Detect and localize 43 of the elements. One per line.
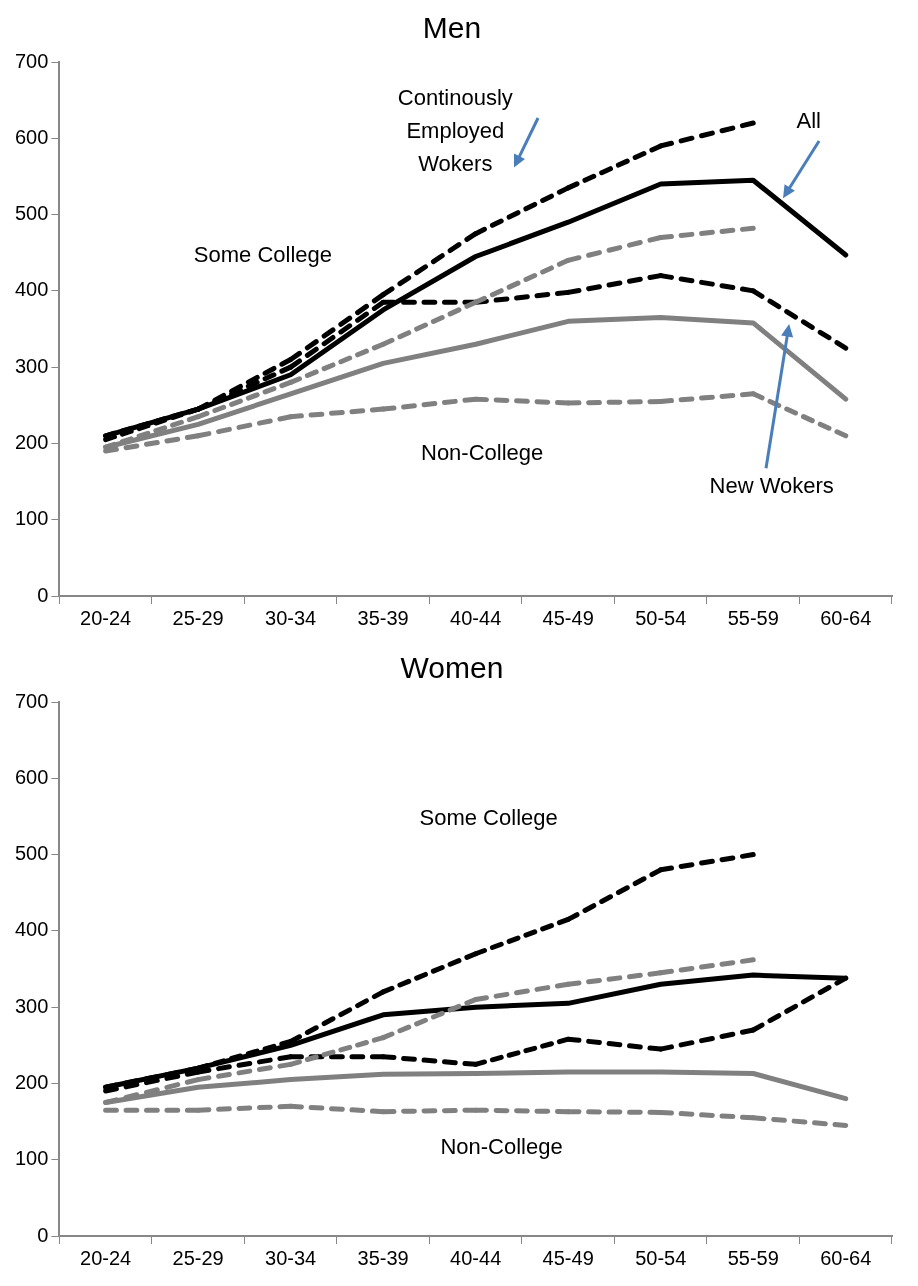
y-tick-label: 0 [37, 1223, 49, 1246]
y-tick-label: 700 [14, 689, 49, 712]
y-tick-label: 100 [14, 507, 49, 530]
x-tick-label: 40-44 [450, 606, 502, 629]
x-tick-label: 60-64 [820, 606, 872, 629]
x-tick-label: 25-29 [172, 606, 224, 629]
x-tick-label: 55-59 [727, 606, 779, 629]
y-tick-label: 600 [14, 125, 49, 148]
x-tick-label: 30-34 [265, 1246, 317, 1269]
x-tick-label: 25-29 [172, 1246, 224, 1269]
y-tick-label: 0 [37, 583, 49, 606]
x-tick-label: 40-44 [450, 1246, 502, 1269]
x-tick-label: 30-34 [265, 606, 317, 629]
y-tick-label: 200 [14, 430, 49, 453]
x-tick-label: 35-39 [357, 1246, 409, 1269]
y-tick-label: 100 [14, 1147, 49, 1170]
y-tick-label: 700 [14, 49, 49, 72]
x-tick-label: 45-49 [542, 1246, 594, 1269]
annotation: Non-College [439, 1132, 564, 1161]
x-tick-label: 35-39 [357, 606, 409, 629]
y-tick-label: 400 [14, 918, 49, 941]
y-tick-label: 200 [14, 1070, 49, 1093]
y-tick-label: 600 [14, 765, 49, 788]
x-tick-label: 20-24 [80, 1246, 132, 1269]
annotation: Non-College [420, 438, 545, 467]
x-tick-label: 45-49 [542, 606, 594, 629]
annotation: Some College [192, 240, 333, 269]
chart-title: Women [400, 651, 504, 685]
y-tick-label: 500 [14, 202, 49, 225]
x-tick-label: 50-54 [635, 606, 687, 629]
annotation: All [795, 106, 822, 135]
x-tick-label: 50-54 [635, 1246, 687, 1269]
y-tick-label: 300 [14, 354, 49, 377]
annotation: Continously Employed Wokers [396, 83, 514, 178]
y-tick-label: 500 [14, 842, 49, 865]
x-tick-label: 20-24 [80, 606, 132, 629]
y-tick-label: 400 [14, 278, 49, 301]
annotation: New Wokers [708, 471, 835, 500]
x-tick-label: 60-64 [820, 1246, 872, 1269]
annotation: Some College [418, 803, 559, 832]
y-tick-label: 300 [14, 994, 49, 1017]
x-tick-label: 55-59 [727, 1246, 779, 1269]
chart-title: Men [422, 11, 482, 45]
